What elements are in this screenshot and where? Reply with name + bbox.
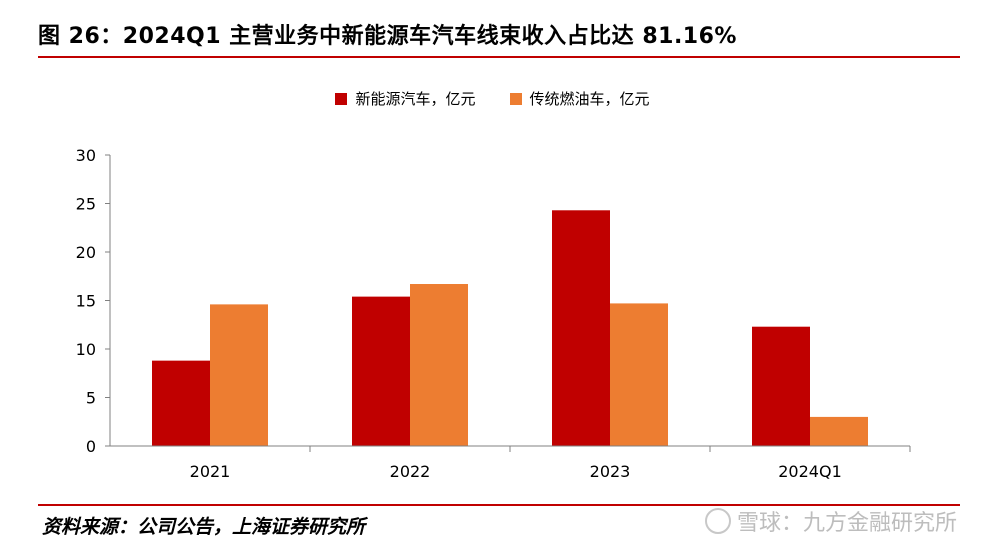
source-divider: [38, 504, 960, 506]
bar-ice-2022: [410, 284, 468, 446]
watermark: 雪球：九方金融研究所: [704, 505, 957, 537]
legend-swatch-nev: [335, 92, 348, 105]
bar-nev-2024Q1: [752, 326, 810, 446]
bar-nev-2021: [152, 360, 210, 446]
x-tick-label: 2024Q1: [778, 462, 842, 481]
legend-swatch-ice: [509, 92, 522, 105]
watermark-text: 雪球：九方金融研究所: [736, 511, 957, 536]
y-tick-label: 5: [86, 389, 96, 408]
title-divider: [38, 56, 960, 58]
x-tick-label: 2023: [590, 462, 631, 481]
bar-nev-2023: [552, 210, 610, 446]
bar-ice-2021: [210, 304, 268, 446]
y-tick-label: 10: [76, 340, 96, 359]
y-tick-label: 20: [76, 243, 96, 262]
legend-item-ice: 传统燃油车，亿元: [509, 88, 650, 109]
bar-ice-2023: [610, 303, 668, 446]
y-tick-label: 0: [86, 437, 96, 456]
y-tick-label: 25: [76, 195, 96, 214]
legend-item-nev: 新能源汽车，亿元: [335, 88, 476, 109]
y-tick-label: 15: [76, 292, 96, 311]
snowball-logo-icon: [704, 508, 731, 534]
y-tick-label: 30: [76, 146, 96, 165]
legend-label-ice: 传统燃油车，亿元: [529, 90, 650, 108]
bar-chart: 0 5 10 15 20 25 30 2021 2022 2023 2024Q1: [76, 146, 911, 481]
bar-nev-2022: [352, 296, 410, 446]
bar-ice-2024Q1: [810, 416, 868, 446]
figure-title: 图 26：2024Q1 主营业务中新能源车汽车线束收入占比达 81.16%: [38, 24, 737, 49]
x-tick-label: 2022: [390, 462, 431, 481]
x-tick-label: 2021: [190, 462, 231, 481]
source-note: 资料来源：公司公告，上海证券研究所: [42, 516, 366, 538]
chart-legend: 新能源汽车，亿元 传统燃油车，亿元: [0, 88, 985, 109]
legend-label-nev: 新能源汽车，亿元: [355, 90, 476, 108]
